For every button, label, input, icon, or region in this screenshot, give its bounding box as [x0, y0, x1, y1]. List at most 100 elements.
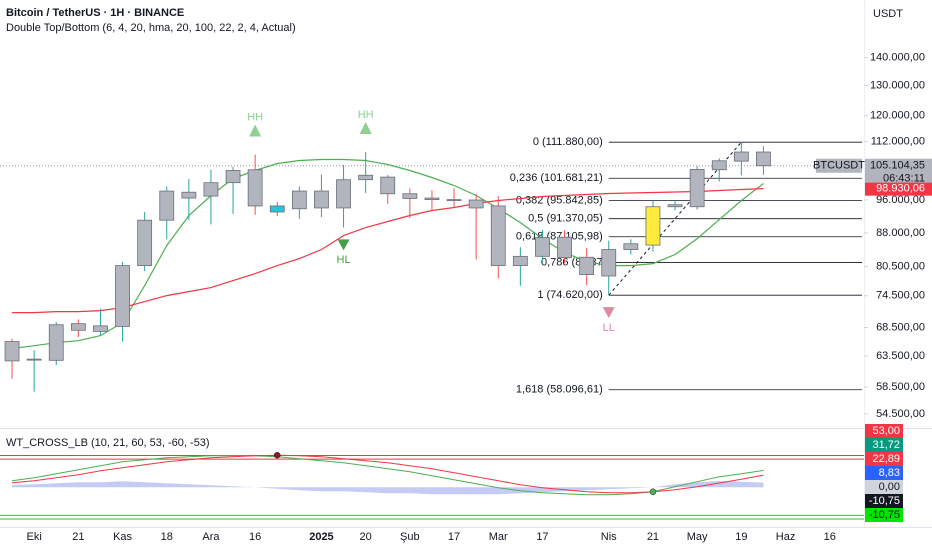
candle-body [446, 199, 462, 202]
candle-body [93, 325, 108, 332]
plot: 140.000,00 130.000,00 120.000,00 112.000,00… [0, 51, 932, 543]
x-tick-label: Haz [776, 531, 796, 543]
oscillator-badge-label: -10,75 [869, 509, 900, 521]
candle-body [512, 255, 528, 266]
fib-label: 0,5 (91.370,05) [528, 213, 603, 225]
candle-body [137, 219, 153, 266]
x-tick-label: 21 [72, 531, 84, 543]
y-tick-label: 120.000,00 [870, 110, 925, 122]
candle-body [667, 204, 683, 208]
fib-label: 1,618 (58.096,61) [516, 384, 603, 396]
pattern-label: HH [358, 109, 374, 121]
candle-body [733, 151, 749, 162]
candle-body [756, 151, 771, 167]
chart-title: Bitcoin / TetherUS · 1H · BINANCE [6, 7, 184, 19]
candle-body [358, 174, 374, 181]
y-tick-label: 96.000,00 [876, 194, 925, 206]
last-price-badge [865, 158, 932, 186]
y-tick-label: 54.500,00 [876, 408, 925, 420]
y-tick-label: 130.000,00 [870, 79, 925, 91]
fib-label: 0,236 (101.681,21) [510, 172, 603, 184]
candle-body [159, 190, 175, 221]
oscillator-title: WT_CROSS_LB (10, 21, 60, 53, -60, -53) [6, 437, 210, 449]
oscillator-badge-label: 53,00 [872, 425, 900, 437]
oscillator-line [12, 455, 764, 496]
oscillator-badge-label: 31,72 [872, 439, 900, 451]
y-tick-label: 140.000,00 [870, 51, 925, 63]
x-tick-label: 16 [249, 531, 261, 543]
y-tick-label: 58.500,00 [876, 381, 925, 393]
y-tick-label: 63.500,00 [876, 350, 925, 362]
x-tick-label: 2025 [309, 531, 333, 543]
x-tick-label: May [687, 531, 708, 543]
x-tick-label: 18 [161, 531, 173, 543]
x-tick-label: 17 [448, 531, 460, 543]
oscillator-badge [865, 452, 903, 466]
candle-body [557, 236, 572, 259]
candle-body [181, 191, 197, 199]
indicator-title: Double Top/Bottom (6, 4, 20, hma, 20, 10… [6, 22, 296, 34]
oscillator-badge [865, 438, 903, 452]
candle-body [4, 341, 20, 362]
x-tick-label: 19 [735, 531, 747, 543]
candle-body [402, 193, 418, 199]
candle-body [689, 168, 705, 208]
y-tick-label: 74.500,00 [876, 290, 925, 302]
candle-body [380, 176, 396, 195]
fib-label: 0 (111.880,00) [533, 136, 603, 148]
y-tick-label: 112.000,00 [871, 136, 925, 148]
candle-body [601, 249, 617, 277]
oscillator-badge-label: 8,83 [879, 467, 900, 479]
candle-body [711, 160, 727, 171]
symbol-label: BTCUSDT [813, 160, 865, 172]
candle-body [336, 179, 351, 209]
x-tick-label: 17 [536, 531, 548, 543]
candle-body [225, 170, 241, 184]
x-tick-label: Mar [489, 531, 508, 543]
pattern-marker [359, 122, 372, 135]
pattern-marker [337, 239, 350, 251]
pattern-label: HL [337, 254, 351, 266]
oscillator-badge [865, 466, 903, 480]
ma-label: 98.930,06 [876, 183, 925, 195]
x-tick-label: 16 [824, 531, 836, 543]
histogram-area [12, 481, 764, 495]
pattern-marker [602, 307, 615, 319]
pattern-label: LL [603, 322, 615, 334]
oscillator-badge [865, 508, 903, 522]
candle-body [645, 206, 661, 246]
x-tick-label: 20 [360, 531, 372, 543]
x-tick-label: Eki [27, 531, 42, 543]
candle-body [468, 199, 484, 209]
x-tick-label: 21 [647, 531, 659, 543]
last-price-label: 105.104,35 [870, 160, 925, 172]
candle-body [490, 205, 506, 266]
candle-body [115, 265, 130, 327]
legend-background [0, 3, 310, 35]
pattern-label: HH [247, 111, 263, 123]
x-tick-label: Kas [113, 531, 132, 543]
cross-dot [274, 451, 281, 459]
candle-body [579, 256, 595, 275]
fib-label: 1 (74.620,00) [537, 289, 602, 301]
candle-body [26, 358, 42, 361]
symbol-badge [816, 158, 862, 173]
candle-body [424, 197, 440, 201]
oscillator-line [12, 454, 764, 494]
oscillator-badge-label: 22,89 [872, 453, 900, 465]
oscillator-badge [865, 424, 903, 438]
candle-body [535, 237, 550, 257]
y-tick-label: 68.500,00 [876, 321, 925, 333]
candle-body [203, 182, 219, 197]
y-tick-label: 80.500,00 [876, 260, 925, 272]
oscillator-badge-label: 0,00 [879, 481, 900, 493]
oscillator-badge [865, 480, 903, 494]
moving-average [12, 188, 764, 314]
candle-body [623, 243, 639, 250]
x-tick-label: Nis [601, 531, 617, 543]
currency-label: USDT [873, 8, 903, 20]
x-tick-label: Ara [202, 531, 220, 543]
candle-body [314, 190, 329, 209]
